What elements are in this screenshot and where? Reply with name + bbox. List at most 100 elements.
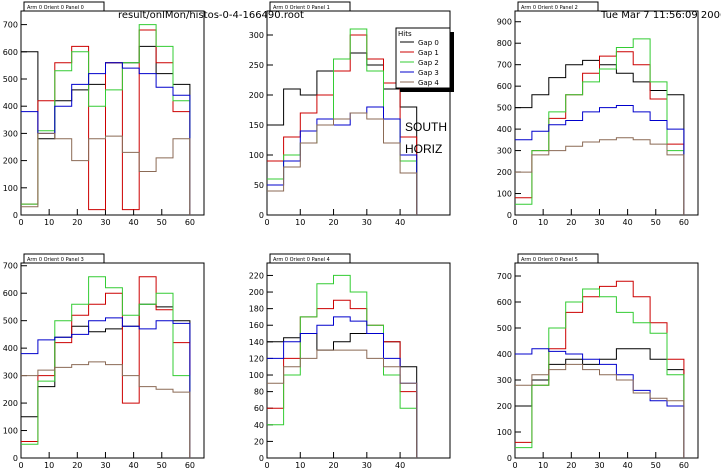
series-line xyxy=(267,349,418,458)
x-tick-label: 30 xyxy=(362,218,372,227)
y-tick-label: 220 xyxy=(249,271,264,280)
x-tick-label: 0 xyxy=(512,218,517,227)
y-tick-label: 180 xyxy=(249,305,264,314)
x-tick-label: 50 xyxy=(157,461,167,469)
x-tick-label: 10 xyxy=(538,218,548,227)
legend-entry: Gap 3 xyxy=(418,69,439,77)
series-line xyxy=(21,132,191,215)
x-tick-label: 40 xyxy=(129,218,139,227)
x-tick-label: 20 xyxy=(72,461,82,469)
y-tick-label: 0 xyxy=(507,454,512,463)
panel-title: Arm 0 Orient 0 Panel 2 xyxy=(521,5,578,11)
series-line xyxy=(515,348,685,458)
y-tick-label: 0 xyxy=(259,454,264,463)
plot-frame xyxy=(20,10,205,216)
y-tick-label: 300 xyxy=(249,31,264,40)
x-tick-label: 40 xyxy=(129,461,139,469)
x-tick-label: 20 xyxy=(328,461,338,469)
y-tick-label: 100 xyxy=(3,184,18,193)
series-line xyxy=(515,288,685,458)
series-line xyxy=(21,361,191,458)
x-tick-label: 10 xyxy=(44,461,54,469)
x-tick-label: 10 xyxy=(44,218,54,227)
y-tick-label: 500 xyxy=(3,317,18,326)
series-line xyxy=(515,38,685,215)
series-line xyxy=(515,348,685,458)
x-tick-label: 10 xyxy=(295,218,305,227)
y-tick-label: 600 xyxy=(497,298,512,307)
y-tick-label: 200 xyxy=(3,157,18,166)
x-tick-label: 0 xyxy=(18,461,23,469)
y-tick-label: 100 xyxy=(497,428,512,437)
panel-title: Arm 0 Orient 0 Panel 3 xyxy=(27,257,84,263)
legend-box xyxy=(395,27,451,89)
y-tick-label: 400 xyxy=(3,344,18,353)
label-line2: HORIZ xyxy=(405,142,443,156)
x-tick-label: 30 xyxy=(362,461,372,469)
x-tick-label: 20 xyxy=(328,218,338,227)
x-tick-label: 30 xyxy=(594,218,604,227)
y-tick-label: 300 xyxy=(497,376,512,385)
x-tick-label: 20 xyxy=(566,461,576,469)
series-line xyxy=(21,62,191,215)
y-tick-label: 600 xyxy=(497,82,512,91)
x-tick-label: 30 xyxy=(100,218,110,227)
y-tick-label: 500 xyxy=(3,75,18,84)
x-tick-label: 60 xyxy=(185,218,195,227)
x-tick-label: 0 xyxy=(18,218,23,227)
y-tick-label: 700 xyxy=(3,262,18,271)
panel-title: Arm 0 Orient 0 Panel 5 xyxy=(521,257,578,263)
series-line xyxy=(267,112,418,215)
series-line xyxy=(267,299,418,458)
x-tick-label: 20 xyxy=(566,218,576,227)
x-tick-label: 50 xyxy=(157,218,167,227)
x-tick-label: 60 xyxy=(679,218,689,227)
x-tick-label: 50 xyxy=(651,218,661,227)
panel-title: Arm 0 Orient 0 Panel 4 xyxy=(273,257,330,263)
plot-frame xyxy=(514,10,699,216)
y-tick-label: 300 xyxy=(3,129,18,138)
y-tick-label: 140 xyxy=(249,338,264,347)
y-tick-label: 400 xyxy=(497,350,512,359)
x-tick-label: 30 xyxy=(594,461,604,469)
legend-entry: Gap 2 xyxy=(418,59,439,67)
panel-title: Arm 0 Orient 0 Panel 1 xyxy=(273,5,330,11)
legend-entry: Gap 0 xyxy=(418,39,439,47)
y-tick-label: 150 xyxy=(249,121,264,130)
series-line xyxy=(515,59,685,215)
y-tick-label: 200 xyxy=(497,168,512,177)
x-tick-label: 30 xyxy=(100,461,110,469)
plot-frame xyxy=(266,262,451,459)
y-tick-label: 700 xyxy=(3,21,18,30)
plot-frame xyxy=(266,10,451,216)
file-path: result/onlMon/histos-0-4-166490.root xyxy=(118,10,304,21)
y-tick-label: 100 xyxy=(497,190,512,199)
legend-entry: Gap 1 xyxy=(418,49,439,57)
x-tick-label: 0 xyxy=(512,461,517,469)
y-tick-label: 500 xyxy=(497,324,512,333)
y-tick-label: 400 xyxy=(3,102,18,111)
y-tick-label: 0 xyxy=(507,211,512,220)
y-tick-label: 300 xyxy=(3,372,18,381)
y-tick-label: 100 xyxy=(3,427,18,436)
x-tick-label: 40 xyxy=(623,461,633,469)
y-tick-label: 300 xyxy=(497,147,512,156)
y-tick-label: 40 xyxy=(254,421,264,430)
series-line xyxy=(267,316,418,458)
x-tick-label: 40 xyxy=(395,218,405,227)
y-tick-label: 0 xyxy=(13,454,18,463)
series-line xyxy=(267,28,418,215)
series-line xyxy=(515,137,685,215)
y-tick-label: 700 xyxy=(497,272,512,281)
x-tick-label: 0 xyxy=(264,461,269,469)
x-tick-label: 50 xyxy=(651,461,661,469)
legend-entry: Gap 4 xyxy=(418,79,439,87)
y-tick-label: 0 xyxy=(259,211,264,220)
x-tick-label: 60 xyxy=(679,461,689,469)
y-tick-label: 20 xyxy=(254,437,264,446)
x-tick-label: 40 xyxy=(623,218,633,227)
y-tick-label: 80 xyxy=(254,388,264,397)
y-tick-label: 120 xyxy=(249,354,264,363)
label-line1: SOUTH xyxy=(405,120,447,134)
